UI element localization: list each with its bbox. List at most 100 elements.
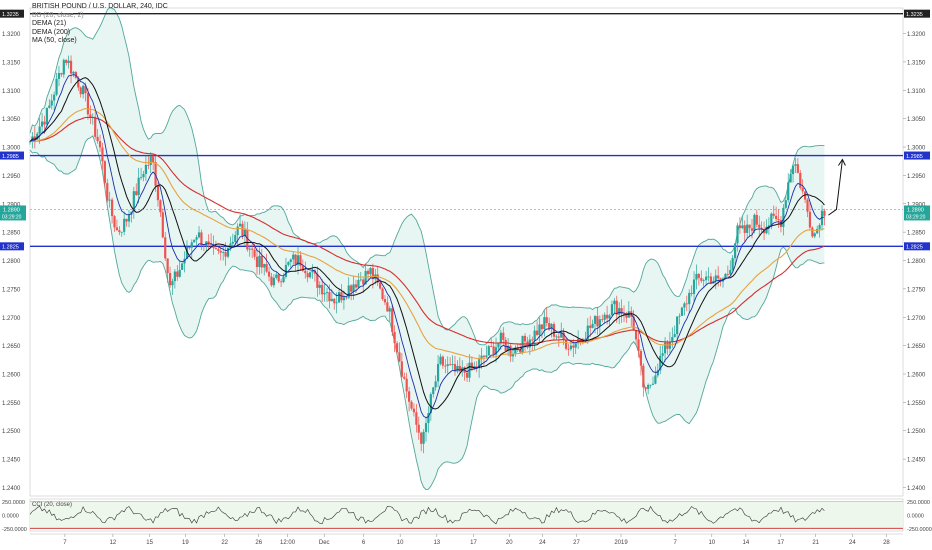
candle-body: [470, 362, 473, 369]
candle-body: [306, 273, 309, 278]
ma50-line: [29, 77, 825, 410]
candle-body: [178, 269, 181, 277]
candle-body: [557, 336, 560, 338]
candle-body: [270, 276, 273, 286]
candle-body: [729, 269, 732, 275]
candle-body: [173, 271, 176, 282]
dema200-line: [29, 108, 825, 360]
candle-body: [690, 292, 693, 294]
candle-body: [458, 365, 461, 372]
candle-body: [149, 156, 152, 166]
candle-body: [514, 347, 517, 355]
y-axis-label-10: 1.2700: [907, 316, 926, 322]
candle-body: [388, 308, 391, 312]
x-axis-label-2: 15: [146, 540, 153, 546]
candle-body: [287, 261, 290, 265]
candle-body: [613, 300, 616, 305]
candle-body: [688, 292, 691, 305]
candle-body: [106, 183, 109, 201]
candle-body: [330, 298, 333, 302]
y-axis-label-left-4: 1.3000: [2, 146, 21, 152]
candle-body: [671, 337, 674, 343]
candle-body: [519, 349, 522, 353]
candle-body: [62, 59, 65, 75]
x-axis-label-22: 28: [883, 540, 890, 546]
candle-body: [789, 174, 792, 183]
candle-body: [224, 252, 227, 257]
candle-body: [79, 87, 82, 95]
candle-body: [717, 275, 720, 279]
candle-body: [260, 255, 263, 268]
candle-body: [391, 308, 394, 332]
candle-body: [738, 225, 742, 229]
candle-body: [301, 265, 304, 271]
candle-body: [705, 276, 708, 281]
candle-body: [449, 364, 452, 366]
candle-body: [422, 431, 425, 444]
candle-body: [816, 228, 819, 234]
y-axis-label-left-16: 1.2400: [2, 486, 21, 492]
candle-body: [555, 336, 558, 338]
candle-body: [543, 317, 546, 330]
candle-body: [197, 232, 201, 238]
candle-body: [381, 288, 384, 300]
candle-body: [152, 156, 155, 162]
candle-body: [456, 365, 459, 372]
candle-body: [485, 355, 488, 357]
candle-body: [775, 215, 778, 219]
y-axis-label-left-3: 1.3050: [2, 117, 21, 123]
level-badge-left-text-2: 1.2825: [2, 245, 19, 251]
candle-body: [321, 284, 324, 295]
x-axis-label-12: 20: [506, 540, 513, 546]
candle-body: [113, 216, 116, 228]
candle-body: [82, 85, 85, 95]
candle-body: [504, 339, 507, 352]
x-axis-label-20: 21: [812, 540, 819, 546]
candle-body: [236, 226, 239, 236]
candle-body: [275, 274, 278, 278]
candle-body: [424, 423, 428, 432]
candle-body: [69, 60, 73, 74]
candle-body: [181, 263, 184, 270]
candle-body: [560, 332, 563, 338]
candle-body: [610, 304, 614, 316]
candle-body: [511, 354, 515, 357]
candle-body: [663, 342, 667, 354]
candle-body: [659, 355, 662, 371]
candle-body: [171, 281, 174, 286]
y-axis-label-5: 1.2950: [907, 174, 926, 180]
candle-body: [222, 252, 225, 253]
candle-body: [634, 329, 638, 340]
candle-body: [593, 316, 597, 324]
candle-body: [804, 191, 807, 200]
candle-body: [480, 355, 483, 360]
candle-body: [490, 346, 493, 347]
candle-body: [666, 342, 669, 349]
candle-body: [125, 218, 128, 222]
candle-body: [168, 273, 172, 286]
candle-body: [309, 272, 312, 278]
y-axis-label-left-11: 1.2650: [2, 344, 21, 350]
candle-body: [214, 248, 218, 250]
candle-body: [651, 383, 655, 385]
candle-body: [692, 279, 696, 294]
level-badge-right-text-0: 1.3235: [906, 12, 923, 18]
candle-body: [702, 280, 705, 281]
candle-body: [217, 249, 220, 251]
candle-body: [791, 165, 795, 175]
candle-body: [622, 313, 626, 315]
y-axis-label-left-14: 1.2500: [2, 429, 21, 435]
candle-body: [639, 350, 643, 366]
candle-body: [647, 384, 650, 389]
candle-body: [364, 270, 367, 285]
candle-body: [420, 432, 423, 444]
x-axis-label-0: 7: [63, 540, 67, 546]
candle-body: [777, 218, 780, 221]
countdown-text-right: 03:29:20: [906, 214, 926, 220]
candle-body: [567, 348, 570, 350]
candle-body: [726, 273, 729, 275]
candle-body: [709, 276, 713, 284]
candle-body: [185, 247, 189, 259]
